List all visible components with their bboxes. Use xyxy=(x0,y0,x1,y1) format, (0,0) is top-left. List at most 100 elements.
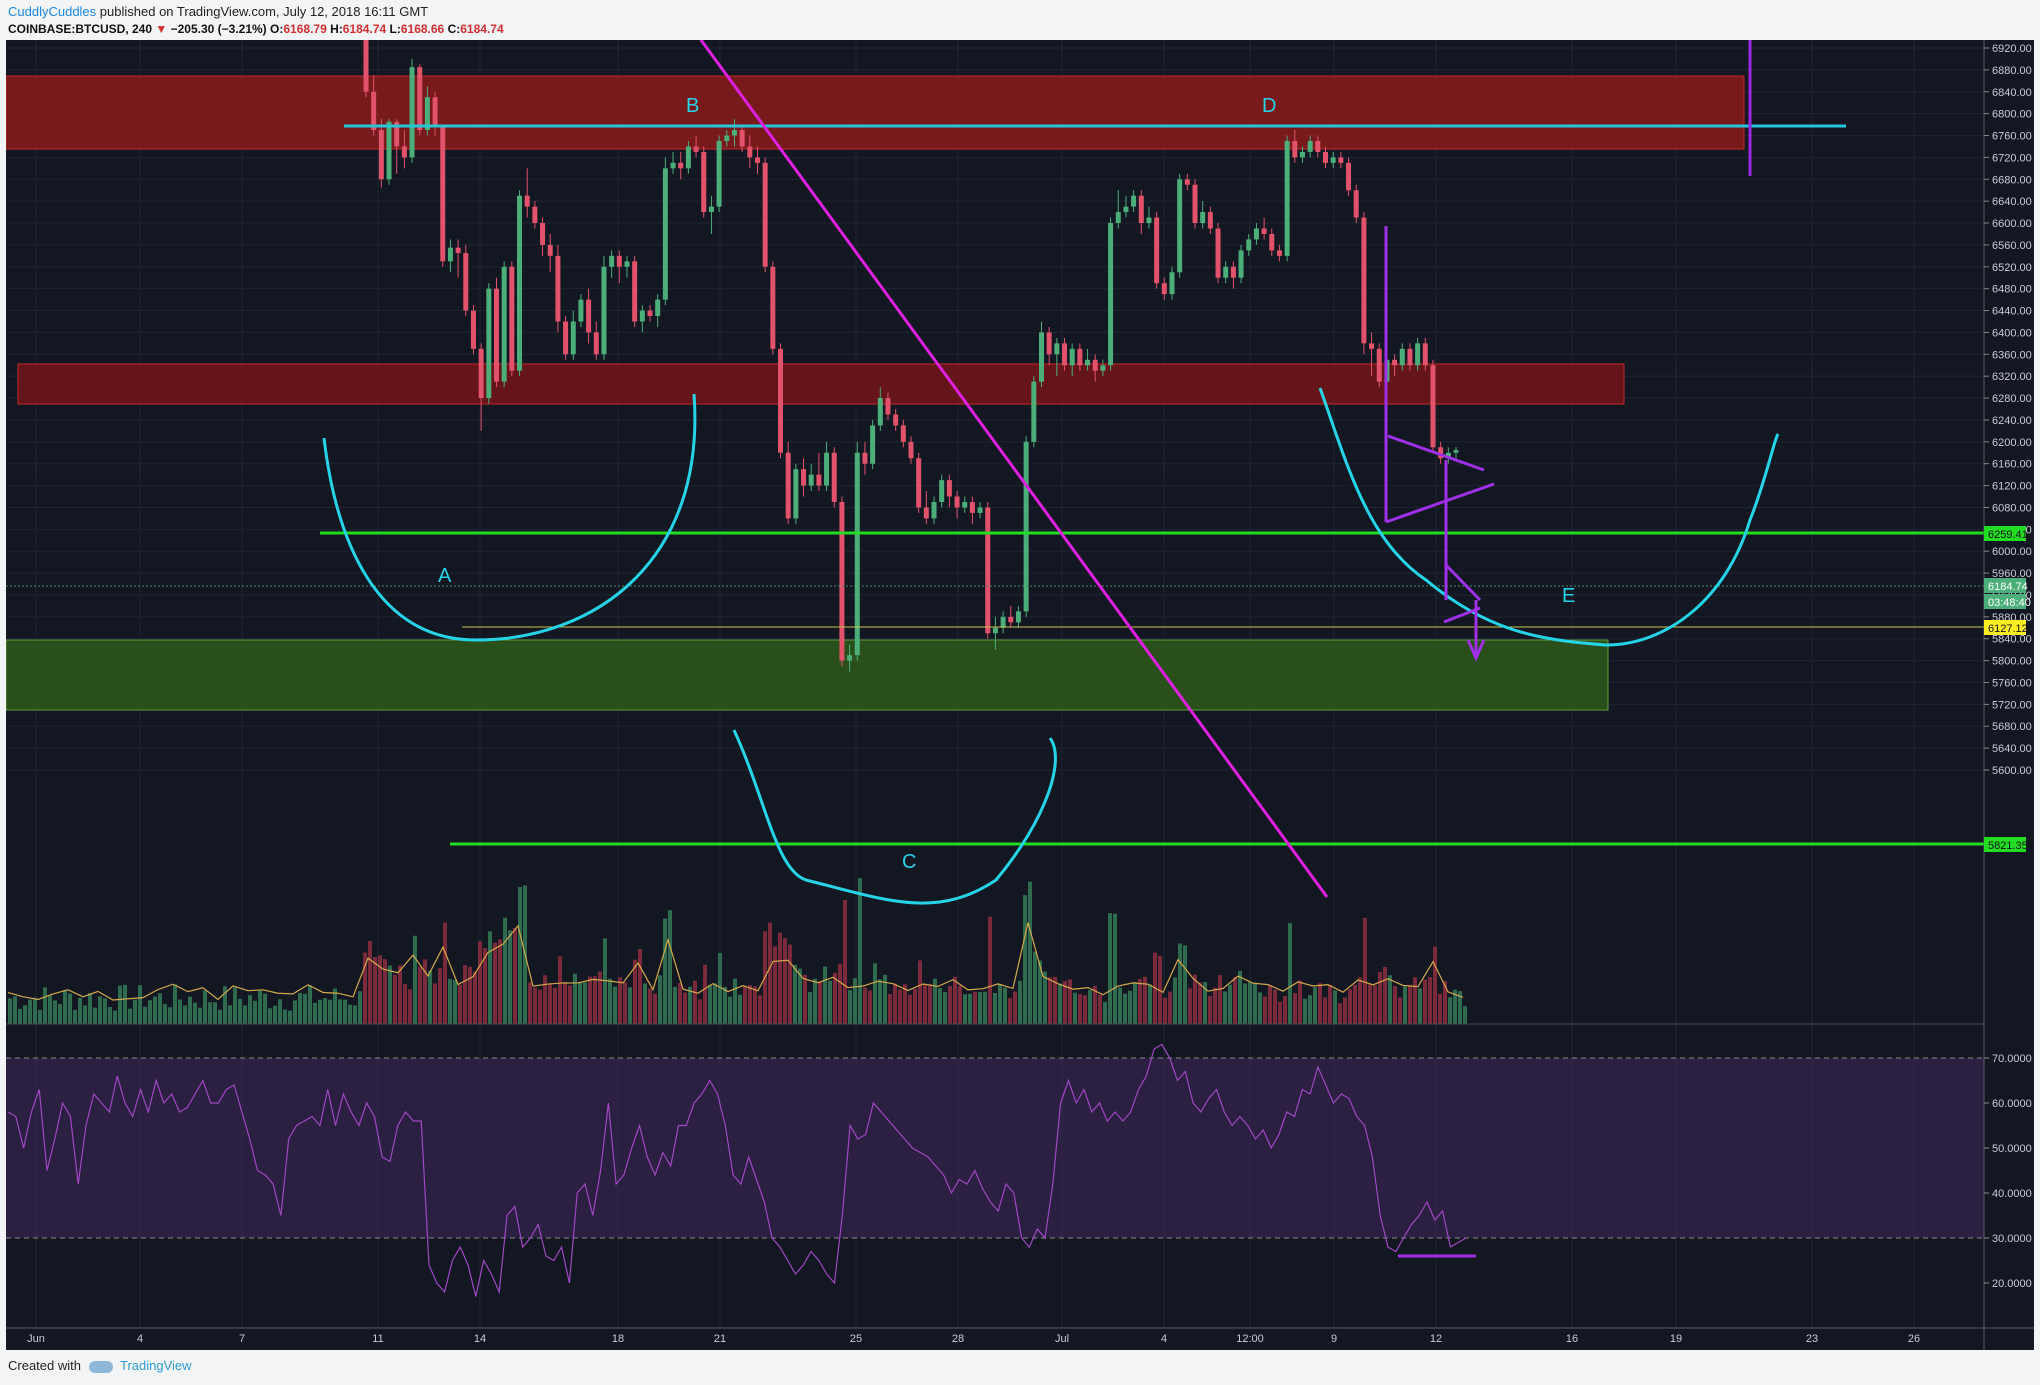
candle-body xyxy=(447,247,453,262)
candle-body xyxy=(1023,441,1029,612)
candle-body xyxy=(862,452,868,464)
rsi-line xyxy=(7,1043,1467,1297)
time-tick-label: 11 xyxy=(372,1333,383,1345)
low-label: L: xyxy=(389,22,401,36)
volume-bar xyxy=(1348,989,1352,1024)
candle-body xyxy=(524,195,530,207)
candle-body xyxy=(816,474,822,486)
candle-body xyxy=(1415,343,1421,366)
volume-bar xyxy=(518,886,522,1024)
time-tick-label: 19 xyxy=(1670,1333,1682,1345)
chart-area[interactable]: A B C D E 6920.00 6880.00 6840.00 6800.00 67… xyxy=(5,9,2034,1350)
volume-bar xyxy=(1113,913,1117,1024)
price-tick-label: 5680.00 xyxy=(1992,721,2032,733)
candle-body xyxy=(1284,140,1290,256)
volume-bar xyxy=(288,1010,292,1024)
cup-curve-e[interactable] xyxy=(1318,387,1780,647)
volume-bar xyxy=(943,991,947,1024)
author-link[interactable]: CuddlyCuddles xyxy=(8,4,97,19)
volume-bar xyxy=(1063,981,1067,1024)
symbol-label[interactable]: COINBASE:BTCUSD, 240 xyxy=(8,22,153,36)
descending-trendline[interactable] xyxy=(699,39,1329,898)
cup-curve-a[interactable] xyxy=(322,393,697,642)
volume-bar xyxy=(828,980,832,1024)
pennant-pattern[interactable] xyxy=(1384,226,1495,1258)
volume-bar xyxy=(583,982,587,1024)
candle-body xyxy=(662,168,668,300)
volume-bar xyxy=(1078,994,1082,1024)
volume-bar xyxy=(1388,975,1392,1024)
volume-bars xyxy=(8,878,1467,1024)
volume-bar xyxy=(1073,992,1077,1024)
level-6127-tag: 6127.12 xyxy=(1988,623,2028,635)
volume-bar xyxy=(243,1005,247,1024)
time-tick-label: 26 xyxy=(1908,1333,1920,1345)
price-chart-svg[interactable]: A B C D E 6920.00 6880.00 6840.00 6800.00 67… xyxy=(5,9,2034,1350)
candle-body xyxy=(386,121,392,180)
open-label: O: xyxy=(270,22,284,36)
created-with-text: Created with xyxy=(8,1358,81,1373)
candle-body xyxy=(417,67,423,131)
support-zone[interactable] xyxy=(5,639,1609,711)
candle-body xyxy=(1399,348,1405,366)
candle-body xyxy=(578,299,584,322)
volume-bar xyxy=(623,982,627,1024)
volume-bar xyxy=(1228,984,1232,1024)
candle-body xyxy=(808,474,814,486)
resistance-zone-top[interactable] xyxy=(5,75,1745,150)
candle-body xyxy=(1361,217,1367,344)
candle-body xyxy=(916,458,922,508)
candle-body xyxy=(1430,365,1436,448)
candle-body xyxy=(478,348,484,399)
price-tick-label: 6200.00 xyxy=(1992,437,2032,449)
candle-body xyxy=(946,480,952,497)
volume-bar xyxy=(43,987,47,1024)
time-tick-label: 28 xyxy=(952,1333,964,1345)
volume-bar xyxy=(1013,991,1017,1024)
candle-body xyxy=(1392,359,1398,366)
price-tick-label: 6680.00 xyxy=(1992,174,2032,186)
volume-bar xyxy=(688,986,692,1024)
volume-bar xyxy=(128,1008,132,1024)
tradingview-link[interactable]: TradingView xyxy=(120,1358,192,1373)
volume-bar xyxy=(233,987,237,1024)
volume-bar xyxy=(298,992,302,1024)
volume-bar xyxy=(1363,917,1367,1024)
volume-bar xyxy=(818,981,822,1024)
volume-bar xyxy=(1323,997,1327,1024)
candle-body xyxy=(1215,228,1221,278)
volume-bar xyxy=(908,994,912,1024)
volume-bar xyxy=(1038,960,1042,1024)
cup-curve-c[interactable] xyxy=(732,729,1057,905)
candle-body xyxy=(1015,611,1021,623)
candle-body xyxy=(969,501,975,513)
volume-bar xyxy=(103,998,107,1024)
volume-bar xyxy=(868,990,872,1024)
candle-body xyxy=(931,501,937,519)
volume-bar xyxy=(643,983,647,1024)
candle-body xyxy=(954,496,960,508)
candle-body xyxy=(1169,272,1175,295)
candle-body xyxy=(532,206,538,224)
candle-body xyxy=(985,507,991,634)
time-tick-label: 16 xyxy=(1566,1333,1578,1345)
volume-bar xyxy=(118,985,122,1024)
volume-bar xyxy=(63,990,67,1024)
volume-bar xyxy=(1378,971,1382,1024)
volume-bar xyxy=(533,987,537,1024)
resistance-zone-mid[interactable] xyxy=(17,363,1625,405)
volume-bar xyxy=(1368,984,1372,1024)
volume-bar xyxy=(183,1005,187,1024)
volume-bar xyxy=(728,996,732,1024)
volume-bar xyxy=(653,993,657,1024)
level-6259-tag: 6259.41 xyxy=(1988,529,2028,541)
volume-bar xyxy=(268,1008,272,1024)
candle-body xyxy=(363,28,369,92)
candle-body xyxy=(409,67,415,158)
candle-body xyxy=(517,195,523,371)
candle-body xyxy=(547,244,553,256)
volume-bar xyxy=(143,1006,147,1024)
candle-body xyxy=(785,452,791,519)
candle-body xyxy=(893,414,899,426)
volume-bar xyxy=(1343,997,1347,1024)
